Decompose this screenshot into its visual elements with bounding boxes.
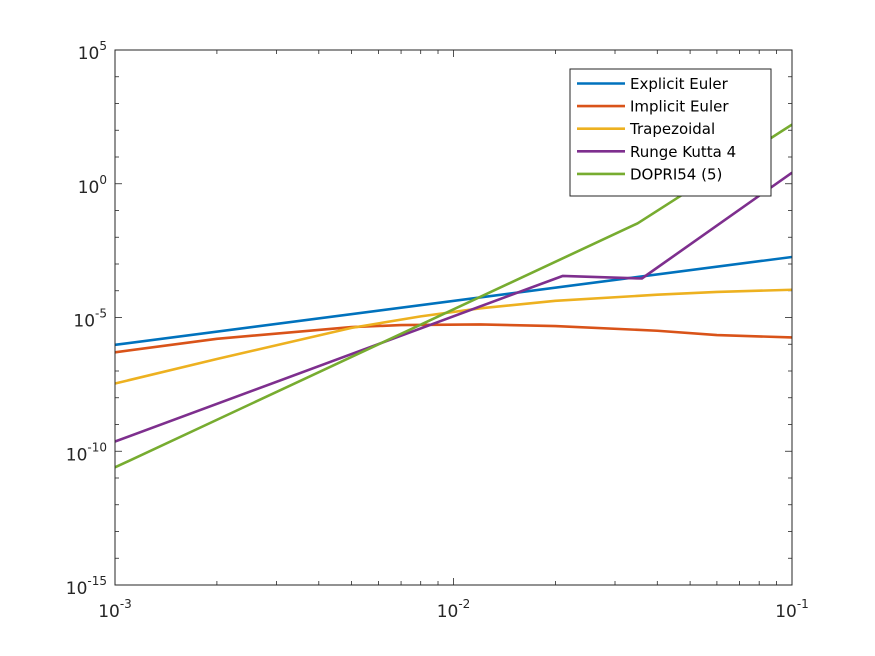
y-tick-label: 10-15 (66, 574, 107, 599)
y-tick-label: 10-5 (73, 307, 107, 332)
legend-label-explicit-euler: Explicit Euler (630, 75, 729, 93)
y-tick-label: 100 (78, 173, 107, 198)
series-line-trapezoidal (115, 288, 792, 385)
legend-label-trapezoidal: Trapezoidal (629, 120, 715, 138)
x-tick-label: 10-2 (437, 597, 471, 622)
x-tick-label: 10-3 (98, 597, 132, 622)
y-tick-label: 105 (78, 39, 107, 64)
legend: Explicit Euler Implicit Euler Trapezoidal R… (569, 68, 772, 197)
series-line-implicit-euler (115, 323, 792, 354)
legend-label-dopri54-5: DOPRI54 (5) (630, 165, 722, 183)
series-line-explicit-euler (115, 255, 792, 347)
legend-label-implicit-euler: Implicit Euler (630, 98, 729, 116)
series-line-runge-kutta-4 (115, 171, 792, 443)
y-tick-label: 10-10 (66, 440, 107, 465)
x-tick-label: 10-1 (775, 597, 809, 622)
plot-area: 10-3 10-2 10-1 10-15 10-10 10-5 100 105 Explicit… (66, 39, 809, 622)
legend-label-runge-kutta-4: Runge Kutta 4 (630, 143, 736, 161)
axes-box (114, 49, 793, 586)
